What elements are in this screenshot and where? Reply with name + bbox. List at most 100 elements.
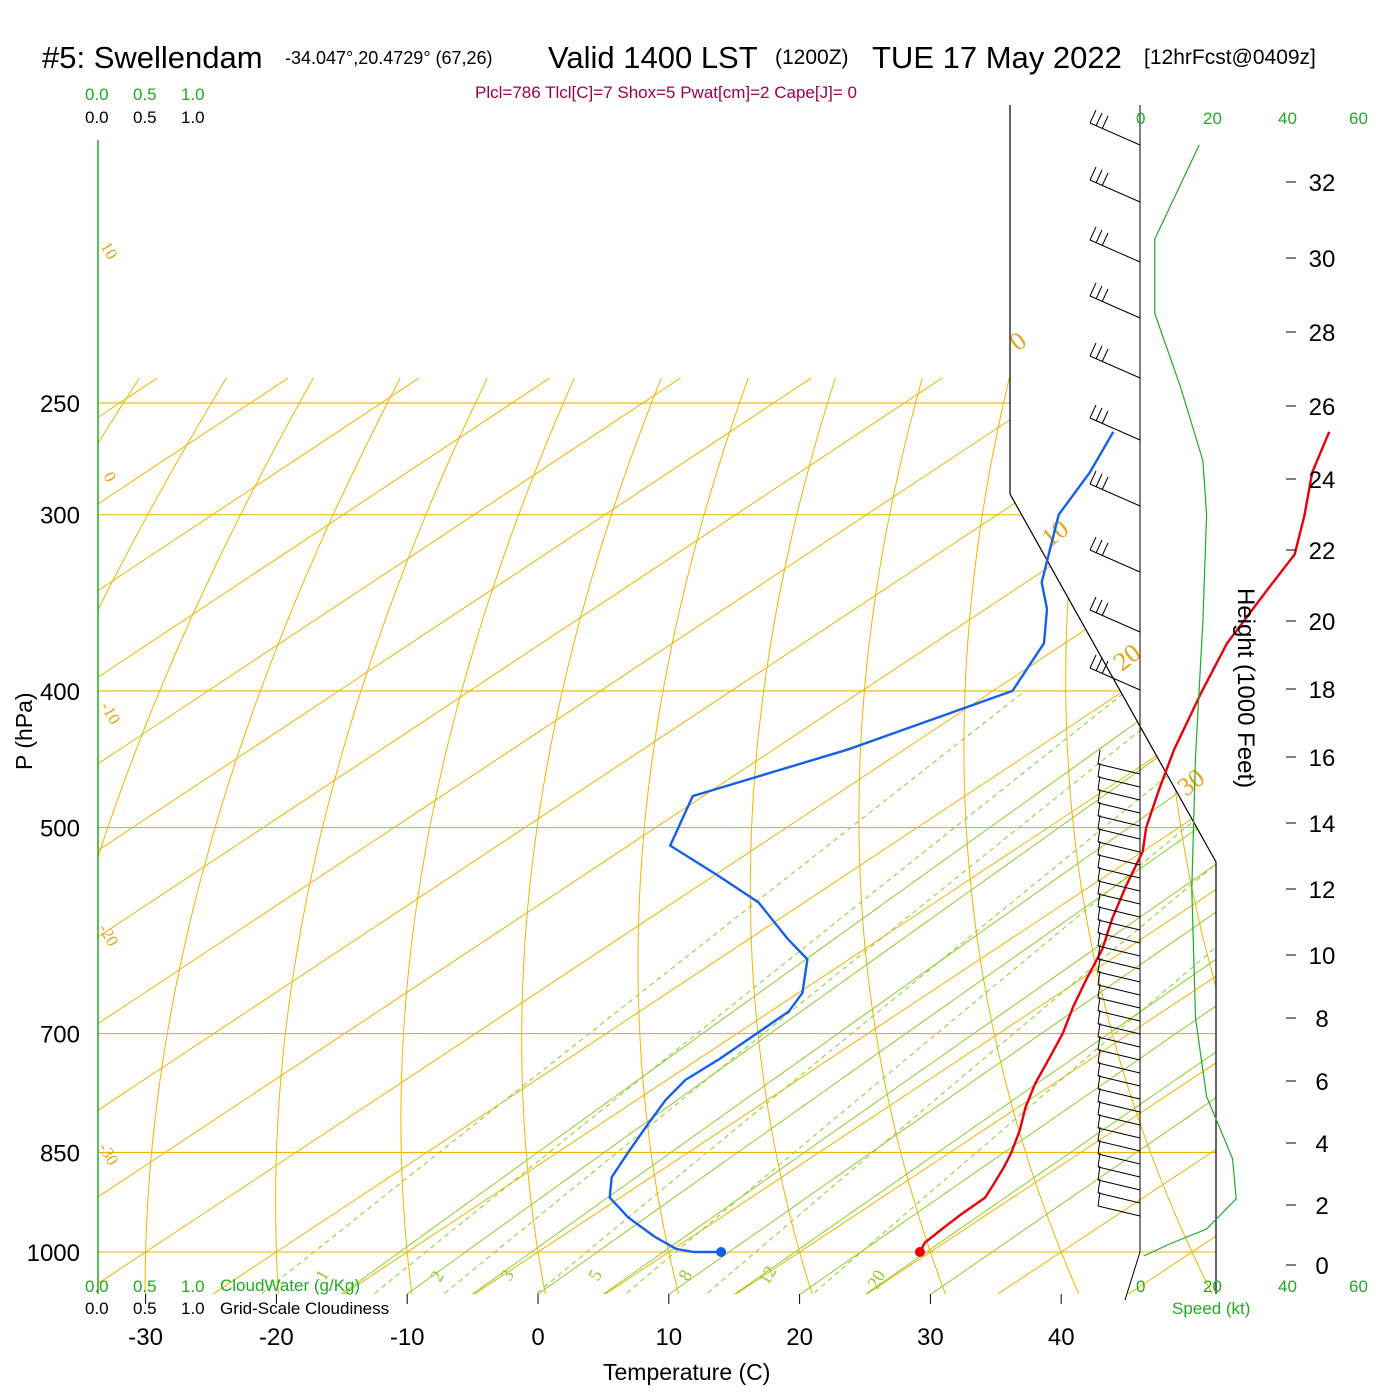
height-tick-label: 6 [1315,1069,1328,1096]
height-tick-label: 24 [1309,467,1336,494]
cloudiness-bottom-0: 0.0 [85,1299,109,1318]
cloudiness-bottom-05: 0.5 [133,1299,157,1318]
height-axis-title: Height (1000 Feet) [1232,588,1259,788]
moist-adiabat [580,377,1216,1294]
moist-adiabat [776,377,1216,1294]
pressure-axis-ticks: 250 300 400 500 700 850 1000 [27,391,80,1267]
wind-barb [1097,1126,1141,1152]
cloudwater-bottom-0: 0.0 [85,1277,109,1296]
p-tick-label: 700 [40,1022,80,1049]
isotherm [98,377,1074,1294]
dry-adiabat [521,377,662,1294]
speed-top-60: 60 [1349,109,1368,128]
wind-barb [1097,1178,1141,1204]
wind-barb [1089,404,1141,441]
wind-barb [1097,1113,1141,1139]
height-tick-label: 26 [1309,394,1336,421]
mixing-label-12: 12 [754,1262,780,1288]
cloudwater-top-0: 0.0 [85,85,109,104]
mixing-label-8: 8 [674,1266,696,1284]
isotherm-label-10: 10 [97,239,122,263]
wind-barb [1097,996,1141,1022]
mixing-label-5: 5 [584,1266,606,1284]
speed-top-20: 20 [1203,109,1222,128]
wind-barb [1097,1165,1141,1191]
dry-adiabat [858,377,953,1294]
isotherm [187,377,1216,1294]
plot-frame [1009,105,1217,1294]
moist-adiabat [842,377,1216,1294]
cloudwater-bottom-1: 1.0 [181,1277,205,1296]
adiabat-label-30: 30 [1172,763,1210,802]
isotherm [98,377,550,1294]
surface-tail [1124,1251,1141,1301]
height-tick-label: 18 [1309,677,1336,704]
isotherm [841,377,1216,1294]
mixing-ratio-line [240,690,1026,1294]
height-tick-label: 10 [1309,943,1336,970]
y-axis-title: P (hPa) [11,692,37,770]
isotherm [98,377,812,1294]
valid-date: TUE 17 May 2022 [872,40,1122,75]
wind-barb [1097,853,1141,879]
dry-adiabat [963,377,1087,1294]
mixing-ratio-lines [240,690,1216,1294]
wind-barb [1089,596,1141,633]
isotherm-label-0: 0 [100,469,121,486]
x-tick-label: 30 [917,1324,944,1351]
moist-adiabat [515,377,1216,1294]
wind-barb [1089,166,1141,203]
surface-dewpoint-marker [716,1247,727,1257]
p-tick-label: 400 [40,679,80,706]
p-tick-label: 300 [40,503,80,530]
isotherm [711,377,1216,1294]
speed-top-0: 0 [1136,109,1145,128]
wind-barb [1097,762,1141,788]
isotherm [318,377,1216,1294]
wind-barb [1097,1061,1141,1087]
wind-barb [1097,1035,1141,1061]
x-tick-label: 40 [1048,1324,1075,1351]
wind-barb [1089,282,1141,319]
moist-adiabat [907,377,1216,1294]
isotherm [1235,378,1400,1310]
height-tick-label: 2 [1315,1193,1328,1220]
wind-barb [1097,944,1141,970]
isobar-lines [98,402,1216,1253]
wind-barb [1097,892,1141,918]
isotherm [98,377,1216,1294]
height-tick-label: 16 [1309,745,1336,772]
wind-barb [1097,1191,1141,1217]
zulu-time: (1200Z) [775,46,849,69]
x-tick-label: 10 [655,1324,682,1351]
wind-barb [1097,879,1141,905]
dry-adiabat [275,377,488,1294]
wind-speed-line [1143,144,1237,1257]
speed-axis-label: Speed (kt) [1172,1299,1250,1318]
dry-adiabat [98,377,227,1294]
mixing-ratio-line [353,690,1127,1294]
wind-barb [1097,1100,1141,1126]
wind-barb [1097,970,1141,996]
x-tick-label: -10 [390,1324,425,1351]
station-title: #5: Swellendam [42,40,263,75]
x-axis-title: Temperature (C) [603,1359,770,1385]
p-tick-label: 1000 [27,1240,80,1267]
dry-adiabat [637,377,749,1294]
wind-barb [1089,109,1141,146]
wind-barb [1097,1152,1141,1178]
isotherm [98,377,420,1294]
cloudiness-bottom-1: 1.0 [181,1299,205,1318]
wind-barb [1097,814,1141,840]
wind-barb [1097,1087,1141,1113]
isotherm [98,377,681,1294]
wind-barb [1097,918,1141,944]
height-tick-label: 12 [1309,877,1336,904]
x-tick-label: -20 [259,1324,294,1351]
valid-time: Valid 1400 LST [548,40,758,75]
mixing-ratio-line [605,690,1216,1294]
cloudwater-top-1: 1.0 [181,85,205,104]
isotherm [580,377,1216,1294]
temperature-line [918,431,1331,1253]
